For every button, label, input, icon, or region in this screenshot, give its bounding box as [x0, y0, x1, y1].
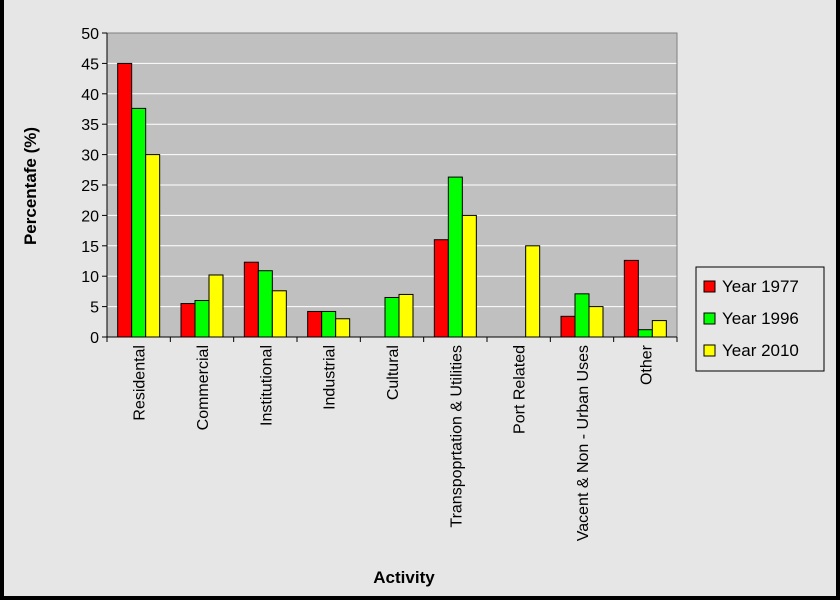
y-tick-label: 40 [81, 87, 99, 104]
bar-year-1977-0 [117, 62, 133, 338]
legend: Year 1977 Year 1996 Year 2010 [695, 266, 825, 372]
x-category-label: Other [638, 344, 655, 385]
x-category-label: Industrial [322, 345, 339, 410]
bar-year-2010-8 [651, 320, 667, 338]
bar-year-1996-8 [637, 329, 653, 338]
y-tick-label: 10 [81, 269, 99, 286]
plot-area [106, 32, 678, 338]
bar-year-1996-4 [384, 296, 400, 338]
y-axis-title: Percentafe (%) [21, 127, 40, 245]
y-tick-label: 15 [81, 239, 99, 256]
legend-label: Year 2010 [722, 341, 799, 360]
bar-year-1996-5 [447, 176, 463, 338]
bar-year-2010-1 [208, 274, 224, 338]
legend-label: Year 1996 [722, 309, 799, 328]
bar-year-1977-3 [307, 310, 323, 338]
bar-year-1996-1 [194, 300, 210, 338]
bar-year-1977-1 [180, 303, 196, 338]
y-tick-label: 20 [81, 208, 99, 225]
bar-year-1977-7 [560, 315, 576, 338]
axes: 0 5 10 15 20 25 30 35 40 45 50 Residental Commercial… [81, 26, 678, 541]
x-category-label: Port Related [512, 345, 529, 434]
bar-year-2010-7 [588, 306, 604, 338]
bar-year-2010-6 [525, 245, 541, 338]
bar-year-2010-5 [461, 214, 477, 338]
x-category-label: Transpoprtation & Utilities [448, 345, 465, 528]
legend-label: Year 1977 [722, 277, 799, 296]
legend-box [695, 266, 825, 372]
y-tick-label: 45 [81, 56, 99, 73]
bar-year-2010-3 [335, 318, 351, 338]
x-axis-title: Activity [373, 568, 435, 587]
x-category-label: Cultural [385, 345, 402, 400]
bar-year-1996-3 [321, 310, 337, 338]
x-category-label: Institutional [258, 345, 275, 426]
y-tick-label: 5 [90, 300, 99, 317]
legend-swatch [703, 280, 716, 293]
bar-year-1977-5 [433, 239, 449, 338]
bar-chart: 0 5 10 15 20 25 30 35 40 45 50 Residental Commercial… [21, 26, 825, 587]
y-tick-label: 25 [81, 178, 99, 195]
bar-year-2010-0 [145, 154, 161, 338]
bar-year-1977-2 [243, 261, 259, 338]
x-category-label: Commercial [195, 345, 212, 430]
legend-swatch [703, 344, 716, 357]
bar-year-1996-2 [257, 270, 273, 338]
y-tick-label: 35 [81, 117, 99, 134]
y-tick-label: 50 [81, 26, 99, 43]
x-category-label: Residental [132, 345, 149, 421]
bar-year-1977-8 [623, 259, 639, 338]
x-category-label: Vacent & Non - Urban Uses [575, 345, 592, 541]
y-tick-label: 0 [90, 330, 99, 347]
bar-year-1996-7 [574, 293, 590, 338]
bar-year-2010-4 [398, 293, 414, 338]
y-tick-label: 30 [81, 148, 99, 165]
legend-swatch [703, 312, 716, 325]
bar-year-2010-2 [271, 290, 287, 338]
bar-year-1996-0 [131, 107, 147, 338]
